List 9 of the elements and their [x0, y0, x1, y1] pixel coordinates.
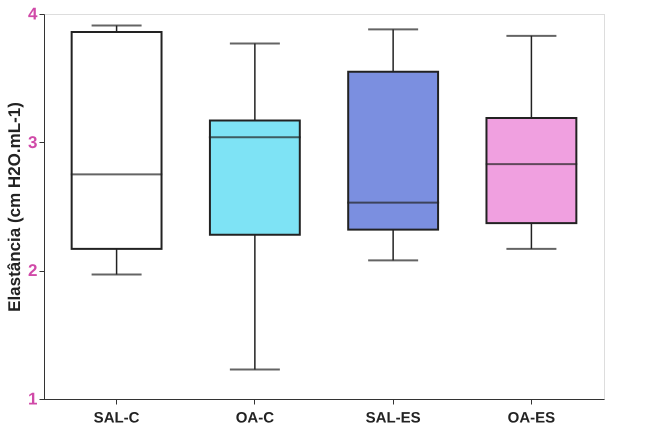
y-tick-label: 1 — [28, 390, 38, 408]
x-tick-label: OA-ES — [508, 410, 556, 426]
y-axis-title: Elastância (cm H2O.mL-1) — [5, 102, 24, 312]
x-tick-label: SAL-ES — [366, 410, 421, 426]
y-tick-label: 4 — [28, 4, 38, 24]
x-tick-label: OA-C — [236, 410, 274, 426]
x-tick-label: SAL-C — [94, 410, 140, 426]
y-tick-label: 3 — [28, 132, 38, 152]
y-tick-label: 2 — [28, 261, 38, 280]
